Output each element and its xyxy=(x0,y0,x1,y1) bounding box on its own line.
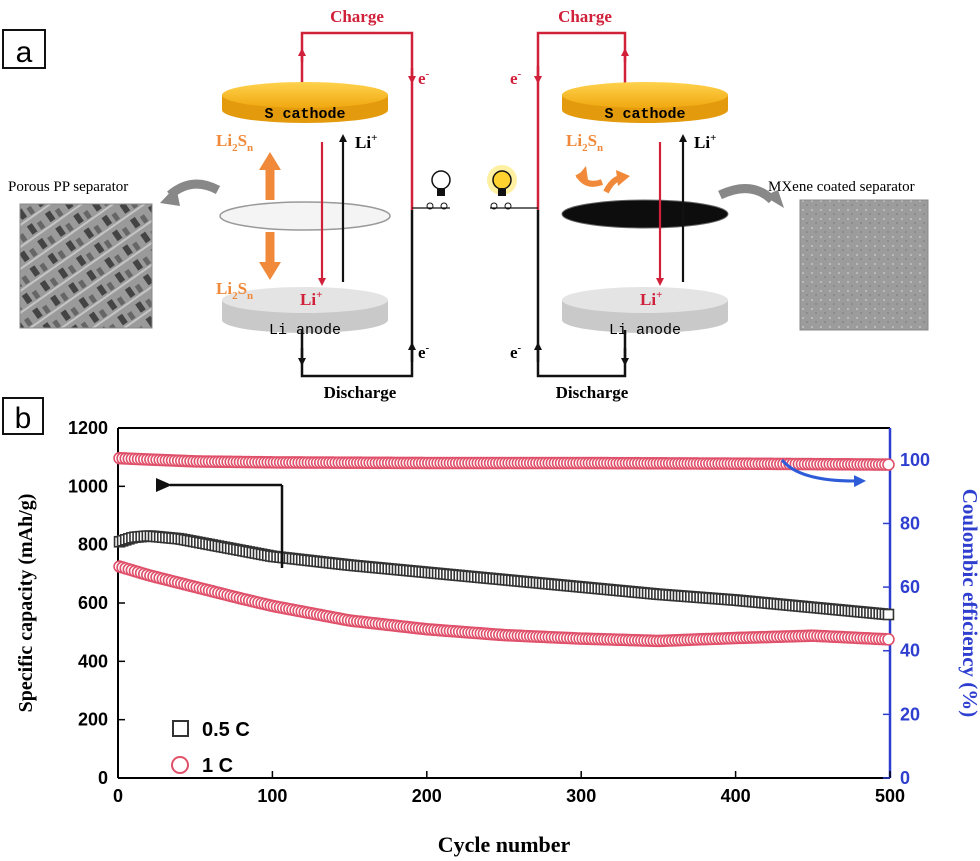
right-polysulfide: Li2Sn xyxy=(566,131,603,154)
y2-tick-label: 0 xyxy=(900,768,910,788)
right-anode-label: Li anode xyxy=(609,322,681,339)
left-polysulfide-top: Li2Sn xyxy=(216,131,253,154)
y-tick-label: 0 xyxy=(98,768,108,788)
pp-separator-sem-image xyxy=(19,203,153,329)
panel-b: b 0 100 200 300 400 5000200400600800100012000… xyxy=(2,397,980,857)
x-axis-label: Cycle number xyxy=(438,832,571,857)
right-li-plus-top: Li+ xyxy=(694,132,716,152)
right-charge-label: Charge xyxy=(558,7,612,26)
left-cell: Charge e- S cathode Li anode Li+ Li+ Li2… xyxy=(216,7,451,402)
pp-separator-caption: Porous PP separator xyxy=(8,179,128,195)
right-discharge-label: Discharge xyxy=(556,383,629,402)
left-polysulfide-arrowhead-down xyxy=(259,262,281,280)
x-tick-label: 300 xyxy=(566,786,596,806)
panel-b-label: b xyxy=(15,402,32,435)
right-discharge-electron: e- xyxy=(510,342,522,362)
data-point xyxy=(882,608,895,621)
capacity-chart: 0 100 200 300 400 500020040060080010001200020… xyxy=(15,418,980,857)
left-discharge-label: Discharge xyxy=(324,383,397,402)
y2-tick-label: 80 xyxy=(900,513,920,533)
series-0-5C xyxy=(113,530,895,621)
y-axis-label: Specific capacity (mAh/g) xyxy=(15,494,37,713)
left-charge-label: Charge xyxy=(330,7,384,26)
right-cell: Charge e- S cathode Li anode Li+ Li+ Li2… xyxy=(487,7,729,402)
left-discharge-electron: e- xyxy=(418,342,430,362)
right-mxene-separator xyxy=(561,199,729,229)
legend-label: 1 C xyxy=(202,755,233,777)
left-anode-label: Li anode xyxy=(269,322,341,339)
y2-tick-label: 60 xyxy=(900,577,920,597)
left-li-plus-top: Li+ xyxy=(355,132,377,152)
series-coulombic-efficiency xyxy=(113,451,895,471)
left-bulb-icon xyxy=(412,170,451,210)
mxene-zoom-arrow-head xyxy=(764,190,784,208)
y2-tick-label: 40 xyxy=(900,641,920,661)
mxene-separator-caption: MXene coated separator xyxy=(768,179,915,195)
y2-axis-label: Coulombic efficiency (%) xyxy=(958,489,980,718)
efficiency-arrow xyxy=(780,459,866,488)
x-tick-label: 500 xyxy=(875,786,905,806)
right-cathode-label: S cathode xyxy=(604,106,685,123)
mxene-separator-sem-image xyxy=(799,199,929,331)
mxene-zoom-arrow-shaft xyxy=(718,184,776,204)
right-li-plus-bottom: Li+ xyxy=(640,289,662,309)
right-polysulfide-arrowhead-1 xyxy=(576,166,588,180)
x-tick-label: 400 xyxy=(721,786,751,806)
y-tick-label: 1200 xyxy=(68,418,108,438)
panel-a-label-box xyxy=(2,29,46,69)
y2-tick-label: 100 xyxy=(900,450,930,470)
right-cathode-top xyxy=(562,82,728,108)
right-bulb-lit-icon xyxy=(487,165,538,210)
x-tick-label: 0 xyxy=(113,786,123,806)
x-tick-label: 200 xyxy=(412,786,442,806)
right-charge-electron: e- xyxy=(510,68,522,88)
left-cathode-top xyxy=(222,82,388,108)
x-tick-label: 100 xyxy=(257,786,287,806)
y-tick-label: 200 xyxy=(78,710,108,730)
left-anode-top xyxy=(222,287,388,313)
left-li-plus-bottom: Li+ xyxy=(300,289,322,309)
pp-zoom-arrow-head xyxy=(160,186,180,206)
left-polysulfide-bottom: Li2Sn xyxy=(216,279,253,302)
y-tick-label: 400 xyxy=(78,651,108,671)
y-tick-label: 800 xyxy=(78,535,108,555)
right-polysulfide-arrowhead-2 xyxy=(616,170,630,186)
data-point xyxy=(882,458,895,471)
y2-tick-label: 20 xyxy=(900,704,920,724)
y-tick-label: 600 xyxy=(78,593,108,613)
legend-label: 0.5 C xyxy=(202,719,250,741)
left-polysulfide-arrowhead-up xyxy=(259,152,281,170)
panel-b-label-box xyxy=(2,397,44,435)
panel-a: a Porous PP separator MXene coated separ… xyxy=(2,7,929,402)
left-cathode-label: S cathode xyxy=(264,106,345,123)
legend-marker-square xyxy=(172,720,189,737)
right-anode-top xyxy=(562,287,728,313)
panel-a-label: a xyxy=(16,36,33,69)
data-point xyxy=(882,633,895,646)
series-1C xyxy=(113,560,895,648)
left-charge-electron: e- xyxy=(418,68,430,88)
y-tick-label: 1000 xyxy=(68,476,108,496)
legend-marker-circle xyxy=(171,756,189,774)
left-pp-separator xyxy=(219,201,391,231)
